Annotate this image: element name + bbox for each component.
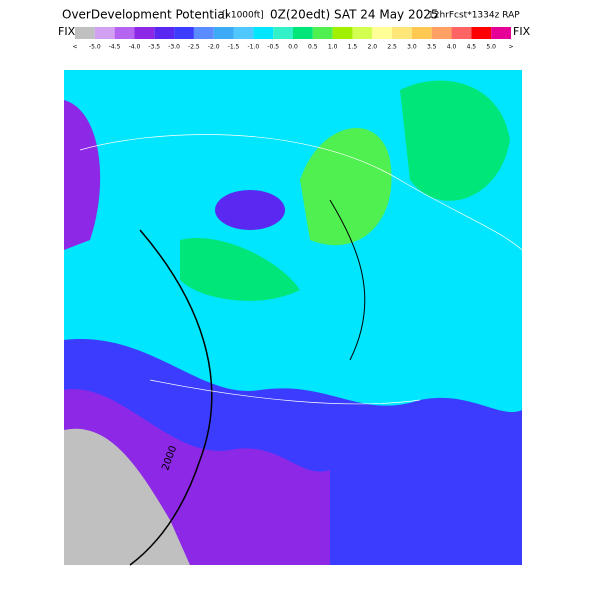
legend-label: > xyxy=(508,44,513,51)
legend-label: -1.0 xyxy=(248,44,260,51)
legend-label: -4.0 xyxy=(129,44,141,51)
legend-label: -3.5 xyxy=(148,44,160,51)
color-swatch xyxy=(293,27,313,39)
legend-label: 1.5 xyxy=(348,44,358,51)
legend-label: 1.0 xyxy=(328,44,338,51)
region-green xyxy=(300,127,392,246)
colorbar: < -5.0 -4.5 -4.0 -3.5 -3.0 -2.5 -2.0 -1.5 -1.0 -0.… xyxy=(72,27,514,51)
legend-label: 0.0 xyxy=(288,44,298,51)
legend-label: 3.0 xyxy=(407,44,417,51)
color-swatch xyxy=(213,27,234,39)
legend-label: 4.0 xyxy=(447,44,457,51)
color-swatch xyxy=(451,27,472,39)
color-swatch xyxy=(94,27,115,39)
region-west xyxy=(64,100,101,250)
legend-label: 2.5 xyxy=(387,44,397,51)
color-swatch xyxy=(114,27,135,39)
region-green2 xyxy=(400,80,510,201)
valid-time: 0Z(20edt) SAT 24 May 2025 xyxy=(270,8,439,22)
contour xyxy=(129,229,213,566)
legend-label: 4.5 xyxy=(467,44,477,51)
fix-left: FIX xyxy=(58,25,76,38)
fix-right: FIX xyxy=(513,25,531,38)
title: OverDevelopment Potential xyxy=(62,8,228,22)
color-swatch xyxy=(253,27,274,39)
color-swatch xyxy=(372,27,393,39)
color-swatch xyxy=(134,27,155,39)
region-green3 xyxy=(180,238,300,301)
legend-label: < xyxy=(72,44,77,51)
model-info: 12hrFcst*1334z RAP xyxy=(428,11,520,21)
state-border xyxy=(79,134,523,251)
color-swatch xyxy=(332,27,353,39)
region-gray xyxy=(64,428,190,565)
color-swatch xyxy=(431,27,452,39)
color-swatch xyxy=(233,27,254,39)
contour xyxy=(329,199,366,361)
color-swatch xyxy=(312,27,333,39)
legend-label: -5.0 xyxy=(89,44,101,51)
color-swatch xyxy=(273,27,293,39)
legend-label: -2.5 xyxy=(188,44,200,51)
color-swatch xyxy=(154,27,175,39)
legend-label: -2.0 xyxy=(208,44,220,51)
legend-label: -3.0 xyxy=(168,44,180,51)
state-border xyxy=(149,379,421,405)
map: 2000 xyxy=(64,70,523,566)
color-swatch xyxy=(471,27,492,39)
low-center xyxy=(215,190,285,230)
legend-label: 3.5 xyxy=(427,44,437,51)
legend-label: -4.5 xyxy=(109,44,121,51)
color-swatch xyxy=(491,27,511,39)
legend-label: 5.0 xyxy=(486,44,496,51)
color-swatch xyxy=(174,27,194,39)
color-swatch xyxy=(352,27,373,39)
color-swatch xyxy=(75,27,95,39)
legend-label: -0.5 xyxy=(267,44,279,51)
legend-label: 2.0 xyxy=(367,44,377,51)
color-swatch xyxy=(193,27,214,39)
color-swatch xyxy=(392,27,412,39)
color-swatch xyxy=(411,27,432,39)
legend-label: 0.5 xyxy=(308,44,318,51)
legend-label: -1.5 xyxy=(228,44,240,51)
units: [x1000ft] xyxy=(222,11,264,21)
